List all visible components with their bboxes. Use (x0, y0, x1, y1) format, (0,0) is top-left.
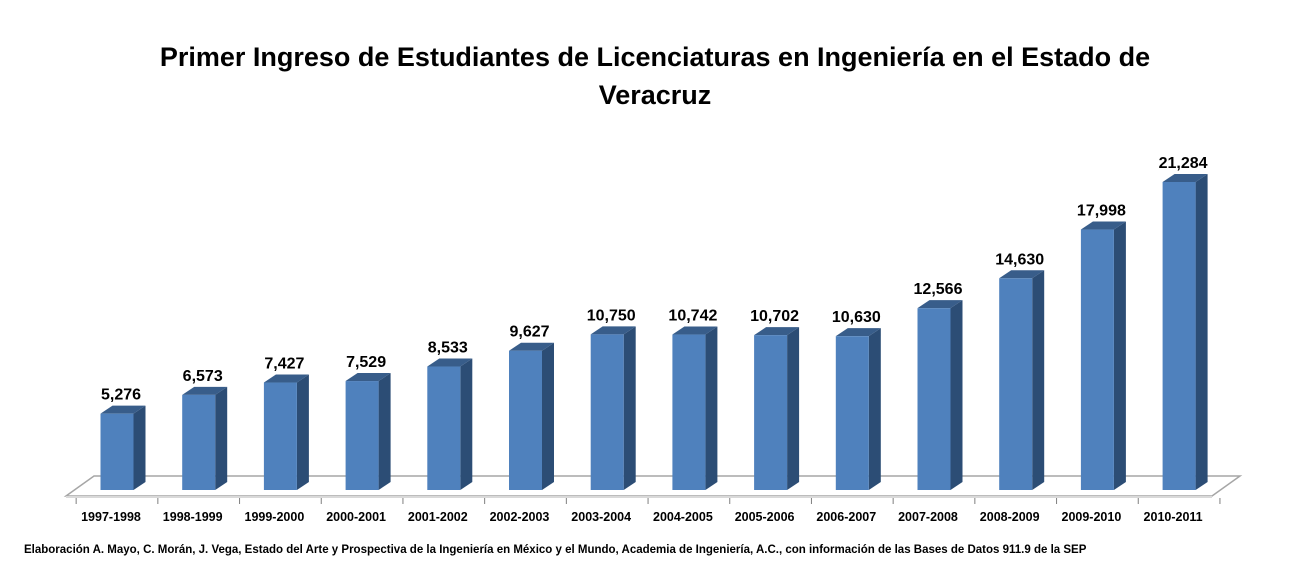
chart-floor (63, 475, 1243, 504)
floor-edge (66, 496, 1212, 498)
x-tick-label: 2004-2005 (653, 510, 713, 524)
bar-front-face (754, 335, 788, 490)
bar-front-face (100, 413, 134, 490)
bar-side-face (215, 386, 228, 490)
bar-side-face (623, 326, 636, 490)
bar-top-face (590, 326, 636, 335)
bar-top-face (754, 327, 800, 336)
chart-title: Primer Ingreso de Estudiantes de Licenci… (159, 42, 1151, 110)
bar (427, 358, 473, 490)
x-tick-label: 2003-2004 (571, 510, 631, 524)
bar-front-face (1080, 229, 1114, 491)
x-tick-label: 2006-2007 (816, 510, 876, 524)
data-label: 10,630 (832, 309, 881, 326)
bar-front-face (427, 366, 461, 490)
bar (182, 386, 228, 490)
x-tick-label: 1997-1998 (81, 510, 141, 524)
data-label: 12,566 (914, 281, 963, 298)
bar-top-face (509, 342, 554, 351)
bar-top-face (427, 358, 473, 367)
bar (672, 326, 718, 490)
bar-top-face (1162, 174, 1208, 182)
bar-side-face (1032, 270, 1045, 490)
bar-side-face (542, 342, 554, 490)
bar-front-face (509, 350, 542, 490)
data-label: 17,998 (1077, 203, 1126, 220)
x-tick-label: 1999-2000 (245, 510, 305, 524)
bar (263, 374, 309, 490)
bar (754, 327, 800, 490)
x-tick-label: 2000-2001 (326, 510, 386, 524)
data-label: 8,533 (428, 340, 468, 357)
bar-top-face (182, 386, 228, 395)
x-tick-label: 2001-2002 (408, 510, 468, 524)
data-label: 10,702 (750, 308, 799, 325)
bar-side-face (787, 327, 800, 490)
x-tick-label: 2009-2010 (1062, 510, 1122, 524)
source-note: Elaboración A. Mayo, C. Morán, J. Vega, … (24, 544, 1087, 556)
bar-front-face (182, 394, 216, 490)
bar-top-face (263, 374, 309, 383)
x-tick-label: 2005-2006 (735, 510, 795, 524)
x-tick-label: 1998-1999 (163, 510, 223, 524)
data-label: 6,573 (183, 368, 223, 385)
bars-group (100, 174, 1208, 491)
bar (1080, 221, 1126, 491)
data-label: 14,630 (995, 251, 1044, 268)
bar-front-face (999, 278, 1033, 490)
bar-side-face (1113, 221, 1126, 491)
bar (999, 270, 1045, 490)
bar-front-face (672, 334, 706, 490)
bar-front-face (263, 382, 297, 490)
data-label: 21,284 (1159, 155, 1208, 172)
bar (345, 373, 391, 490)
floor-plane (63, 475, 1243, 497)
bar-side-face (133, 405, 146, 490)
x-tick-label: 2007-2008 (898, 510, 958, 524)
bar-top-face (917, 300, 963, 309)
x-tick-label: 2002-2003 (490, 510, 550, 524)
bar (590, 326, 636, 490)
bar (1162, 174, 1208, 490)
bar-top-face (345, 373, 391, 382)
bar-top-face (672, 326, 718, 335)
bar-top-face (1080, 221, 1126, 230)
bar-side-face (950, 300, 963, 490)
bar (835, 328, 881, 490)
data-label: 7,529 (346, 354, 386, 371)
x-tick-labels-group: 1997-1998 1998-1999 1999-2000 2000-2001 2001… (81, 510, 1203, 524)
data-label: 7,427 (264, 356, 304, 373)
data-label: 9,627 (509, 324, 549, 341)
bar-top-face (999, 270, 1045, 279)
x-tick-label: 2010-2011 (1144, 510, 1203, 524)
data-label: 10,750 (587, 307, 636, 324)
bar-front-face (345, 381, 379, 490)
bar-side-face (378, 373, 391, 490)
bar-side-face (1195, 174, 1208, 490)
bar (100, 405, 146, 490)
bar-side-face (868, 328, 881, 490)
x-tick-label: 2008-2009 (980, 510, 1040, 524)
bar-side-face (705, 326, 718, 490)
data-label: 10,742 (668, 308, 717, 325)
bar-top-face (100, 405, 146, 414)
bar-side-face (460, 358, 473, 490)
bar (917, 300, 963, 490)
bar (509, 342, 554, 490)
bar-front-face (1162, 182, 1196, 490)
data-label: 5,276 (101, 387, 141, 404)
bar-front-face (590, 334, 624, 490)
bar-front-face (835, 336, 869, 490)
bar-top-face (835, 328, 881, 337)
bar-side-face (296, 374, 309, 490)
bar-front-face (917, 308, 951, 490)
data-labels-group: 5,276 6,573 7,427 7,529 8,533 9,627 10,750 10,7… (101, 155, 1208, 404)
